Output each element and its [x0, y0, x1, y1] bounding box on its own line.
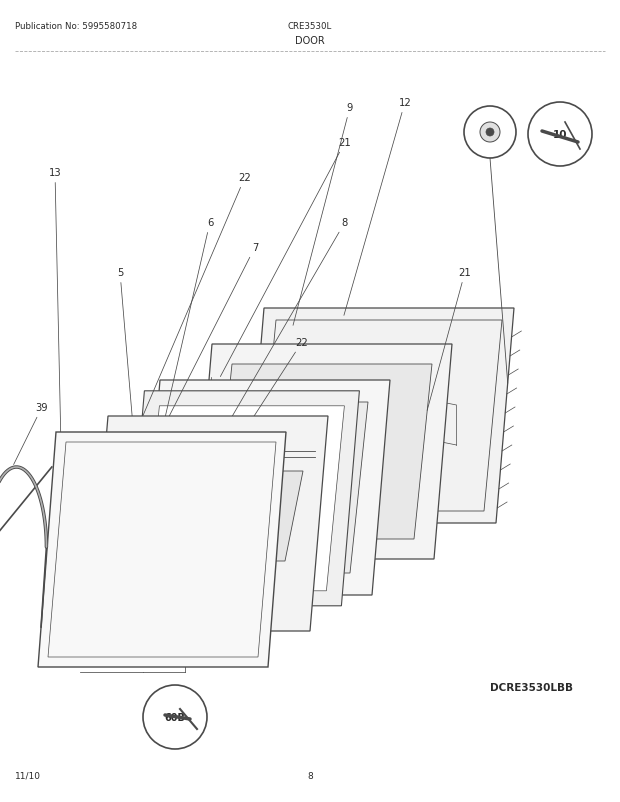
Text: 10B: 10B: [481, 128, 499, 137]
Polygon shape: [214, 365, 432, 539]
Text: eReplacementParts.com: eReplacementParts.com: [238, 396, 382, 409]
Text: 21: 21: [220, 138, 352, 377]
Text: 22: 22: [138, 172, 251, 429]
Polygon shape: [90, 416, 328, 631]
Text: 9: 9: [293, 103, 353, 326]
Text: DCRE3530LBB: DCRE3530LBB: [490, 683, 573, 692]
Text: CRE3530L: CRE3530L: [288, 22, 332, 31]
Text: 21: 21: [427, 268, 471, 411]
Polygon shape: [142, 380, 390, 595]
Text: 6: 6: [146, 217, 213, 504]
Text: 22: 22: [156, 338, 308, 569]
Polygon shape: [141, 407, 344, 591]
Text: 7: 7: [156, 243, 258, 443]
Circle shape: [143, 685, 207, 749]
Circle shape: [464, 107, 516, 159]
Text: 39: 39: [14, 403, 48, 465]
Polygon shape: [115, 472, 303, 561]
Text: 5: 5: [117, 268, 135, 448]
Circle shape: [480, 123, 500, 143]
Polygon shape: [126, 391, 360, 606]
Text: 12: 12: [344, 98, 412, 316]
Circle shape: [528, 103, 592, 167]
Circle shape: [486, 129, 494, 137]
Polygon shape: [131, 427, 202, 436]
Text: Publication No: 5995580718: Publication No: 5995580718: [15, 22, 137, 31]
Text: 10: 10: [553, 130, 567, 140]
Polygon shape: [38, 432, 286, 667]
Polygon shape: [246, 309, 514, 524]
Text: 60B: 60B: [164, 712, 185, 722]
Polygon shape: [164, 403, 368, 573]
Text: 13: 13: [49, 168, 61, 444]
Text: 8: 8: [209, 217, 348, 457]
Text: DOOR: DOOR: [295, 36, 325, 46]
Text: 8: 8: [307, 771, 313, 780]
Polygon shape: [194, 345, 452, 559]
Text: 11/10: 11/10: [15, 771, 41, 780]
Polygon shape: [119, 576, 189, 586]
